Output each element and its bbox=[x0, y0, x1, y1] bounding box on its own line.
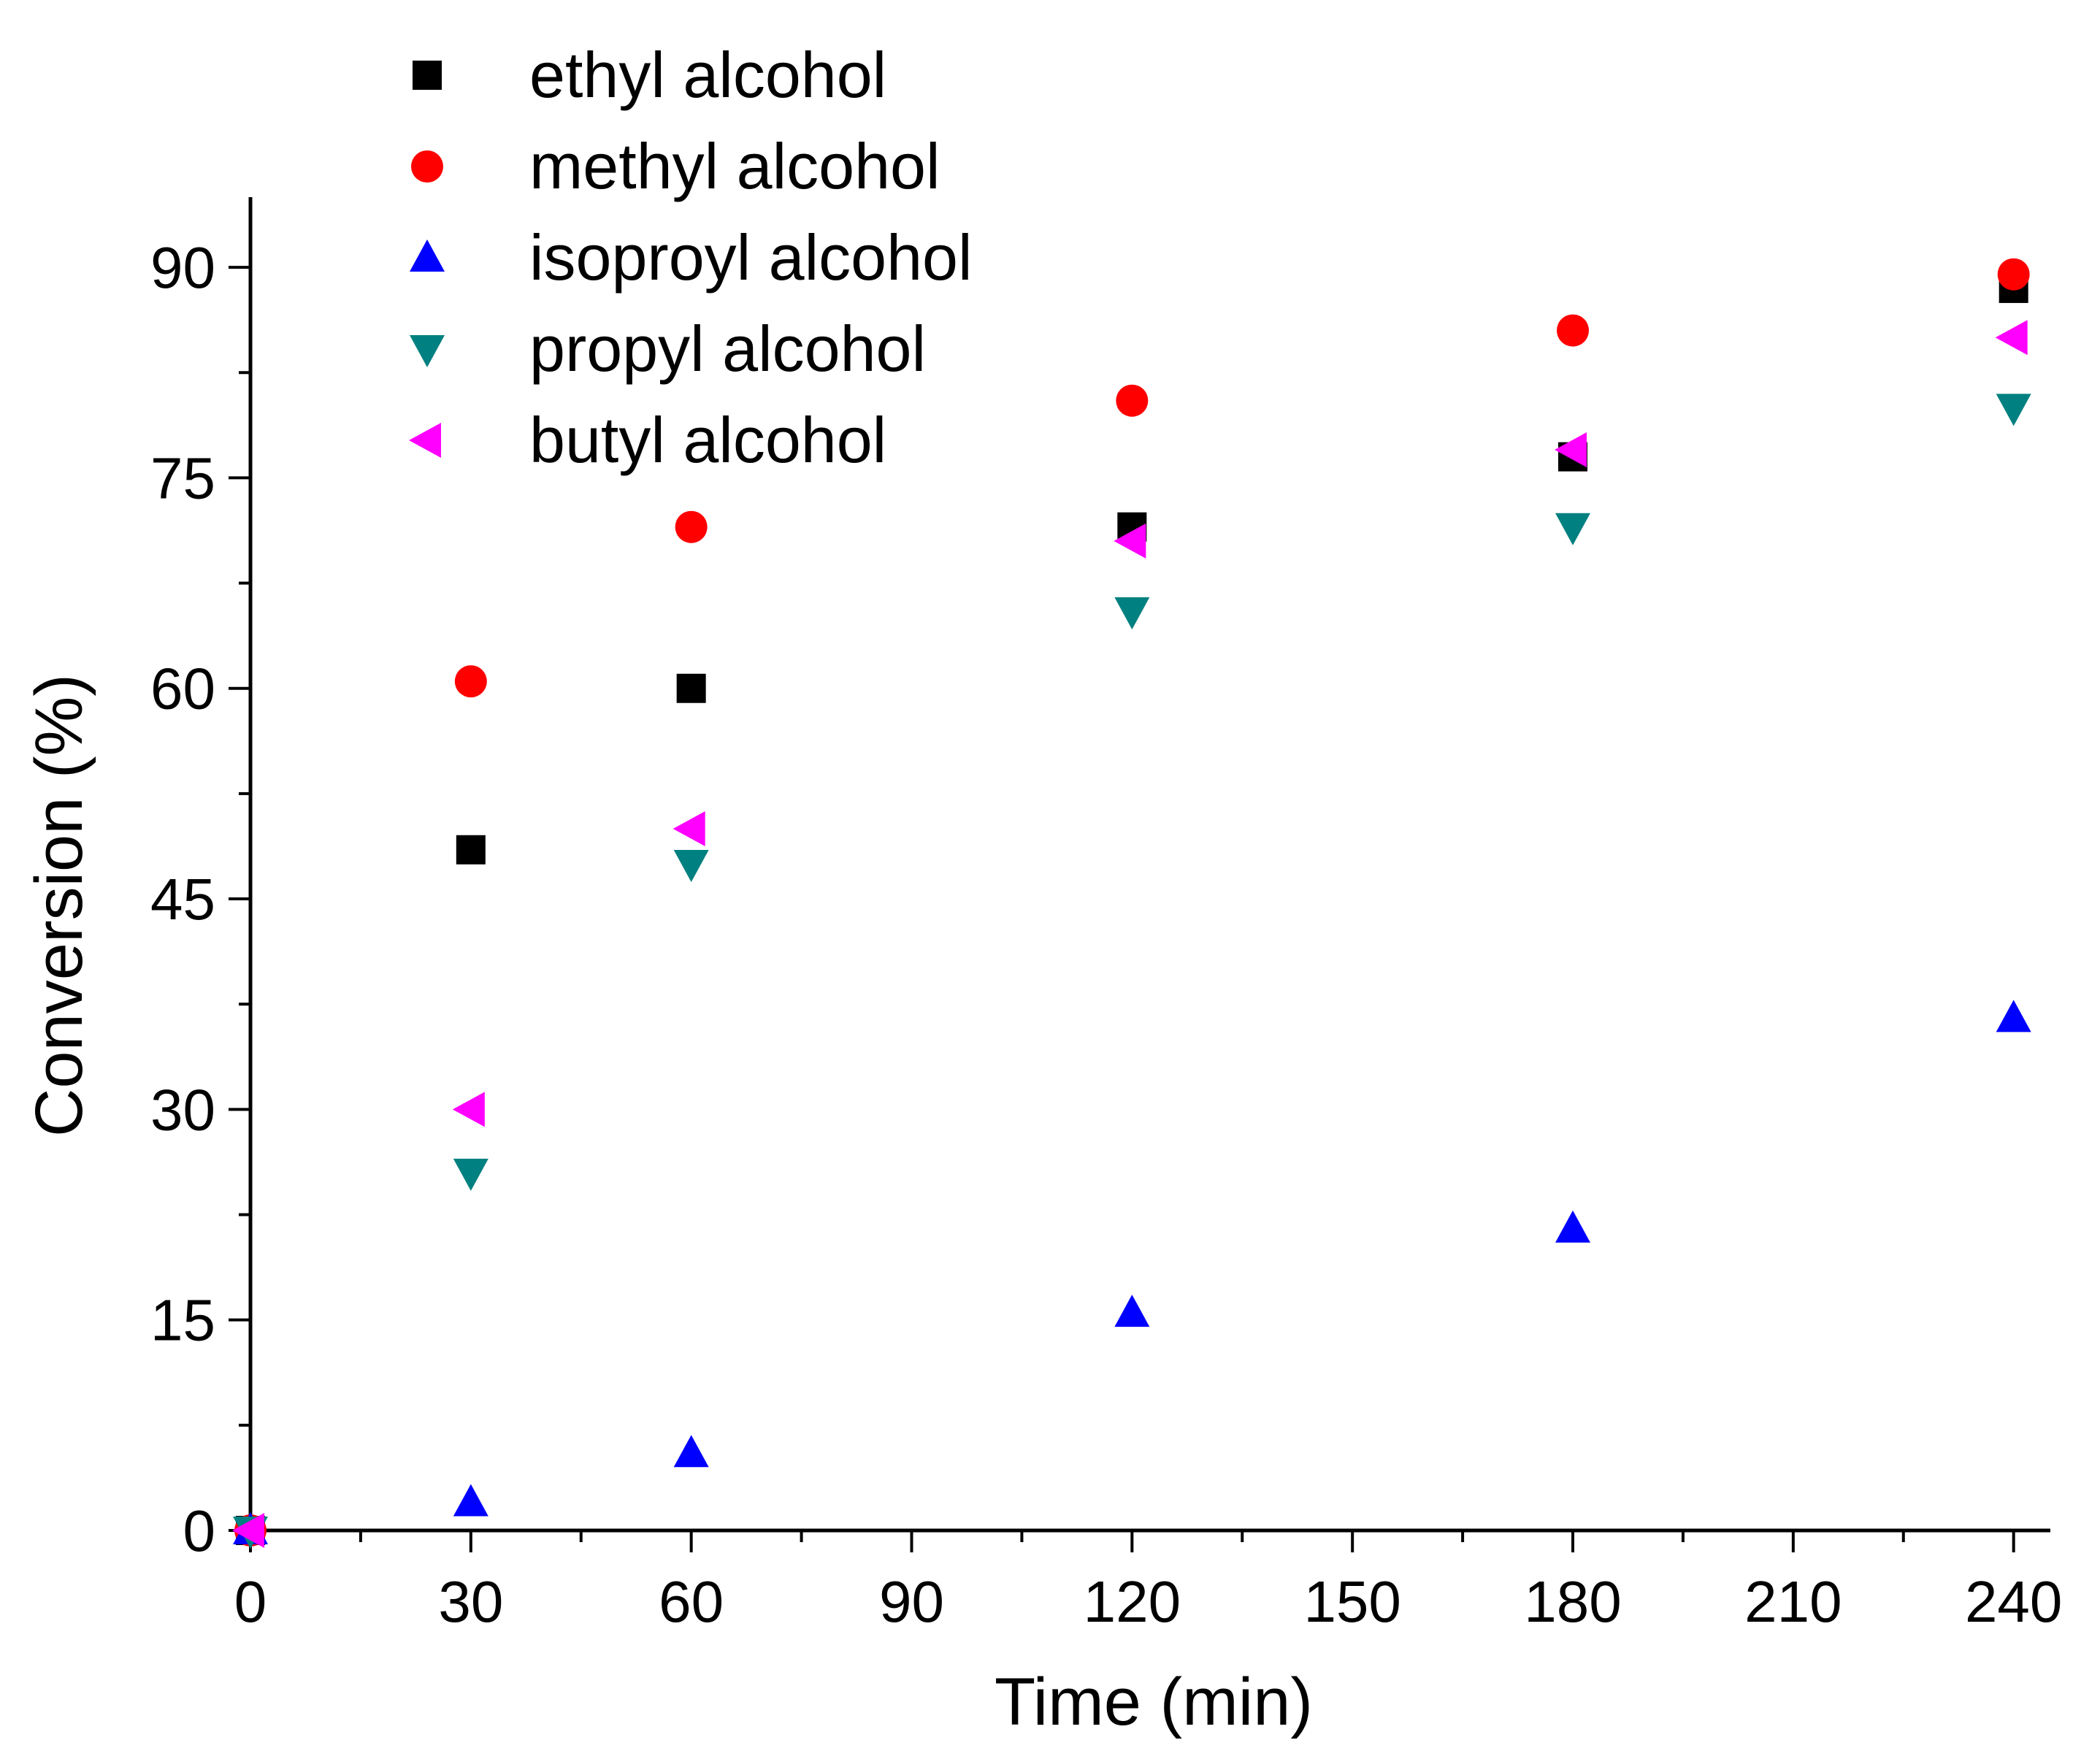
methyl-alcohol-point bbox=[454, 665, 487, 698]
methyl-alcohol-point bbox=[1557, 314, 1590, 347]
isoproyl-alcohol-point bbox=[1555, 1210, 1591, 1243]
isoproyl-alcohol-point bbox=[453, 1484, 488, 1517]
butyl-alcohol-point bbox=[452, 1092, 485, 1127]
butyl-alcohol-point bbox=[1114, 523, 1146, 559]
x-axis-label: Time (min) bbox=[995, 1665, 1313, 1739]
propyl-alcohol-point bbox=[673, 850, 709, 882]
y-axis-label: Conversion (%) bbox=[22, 674, 96, 1137]
legend-label-ethyl-alcohol: ethyl alcohol bbox=[529, 39, 886, 111]
propyl-alcohol-point bbox=[1555, 513, 1591, 545]
butyl-alcohol-point bbox=[232, 1513, 264, 1548]
propyl-alcohol-point bbox=[1996, 394, 2031, 426]
x-tick-label: 30 bbox=[438, 1569, 503, 1634]
y-tick-label: 15 bbox=[150, 1288, 215, 1353]
y-tick-label: 30 bbox=[150, 1077, 215, 1142]
isoproyl-alcohol-point bbox=[1114, 1295, 1150, 1327]
legend-label-isoproyl-alcohol: isoproyl alcohol bbox=[529, 221, 973, 294]
y-tick-label: 60 bbox=[150, 656, 215, 721]
x-tick-label: 120 bbox=[1084, 1569, 1181, 1634]
x-tick-label: 60 bbox=[659, 1569, 724, 1634]
butyl-alcohol-point bbox=[672, 810, 705, 846]
x-tick-label: 180 bbox=[1524, 1569, 1621, 1634]
legend-marker-ethyl-alcohol bbox=[413, 61, 442, 90]
methyl-alcohol-point bbox=[675, 510, 708, 543]
butyl-alcohol-point bbox=[1995, 320, 2028, 356]
y-tick-label: 75 bbox=[150, 445, 215, 510]
butyl-alcohol-point bbox=[1555, 432, 1587, 467]
y-tick-label: 0 bbox=[183, 1498, 216, 1563]
isoproyl-alcohol-point bbox=[1996, 1000, 2031, 1032]
ethyl-alcohol-point bbox=[456, 835, 486, 865]
legend-marker-isoproyl-alcohol bbox=[410, 239, 445, 272]
x-tick-label: 240 bbox=[1965, 1569, 2062, 1634]
axes: 0 30 60 90 120 150 180 210 240 0 15 30 45 60 75 90 bbox=[150, 197, 2062, 1634]
data-points bbox=[232, 258, 2031, 1549]
legend-marker-butyl-alcohol bbox=[409, 423, 441, 458]
y-tick-label: 90 bbox=[150, 235, 215, 300]
isoproyl-alcohol-point bbox=[673, 1435, 709, 1468]
propyl-alcohol-point bbox=[1114, 597, 1150, 630]
legend: ethyl alcohol methyl alcohol isoproyl alco… bbox=[409, 39, 973, 476]
legend-marker-propyl-alcohol bbox=[410, 335, 445, 367]
legend-label-butyl-alcohol: butyl alcohol bbox=[529, 404, 886, 476]
y-tick-label: 45 bbox=[150, 867, 215, 932]
x-tick-label: 90 bbox=[879, 1569, 944, 1634]
propyl-alcohol-point bbox=[453, 1158, 488, 1191]
methyl-alcohol-point bbox=[1997, 258, 2030, 291]
x-tick-label: 150 bbox=[1303, 1569, 1400, 1634]
methyl-alcohol-point bbox=[1116, 384, 1149, 417]
ethyl-alcohol-point bbox=[676, 673, 706, 703]
legend-marker-methyl-alcohol bbox=[411, 150, 443, 183]
legend-label-propyl-alcohol: propyl alcohol bbox=[529, 313, 926, 385]
x-tick-label: 210 bbox=[1744, 1569, 1842, 1634]
x-tick-label: 0 bbox=[234, 1569, 267, 1634]
legend-label-methyl-alcohol: methyl alcohol bbox=[529, 130, 940, 202]
